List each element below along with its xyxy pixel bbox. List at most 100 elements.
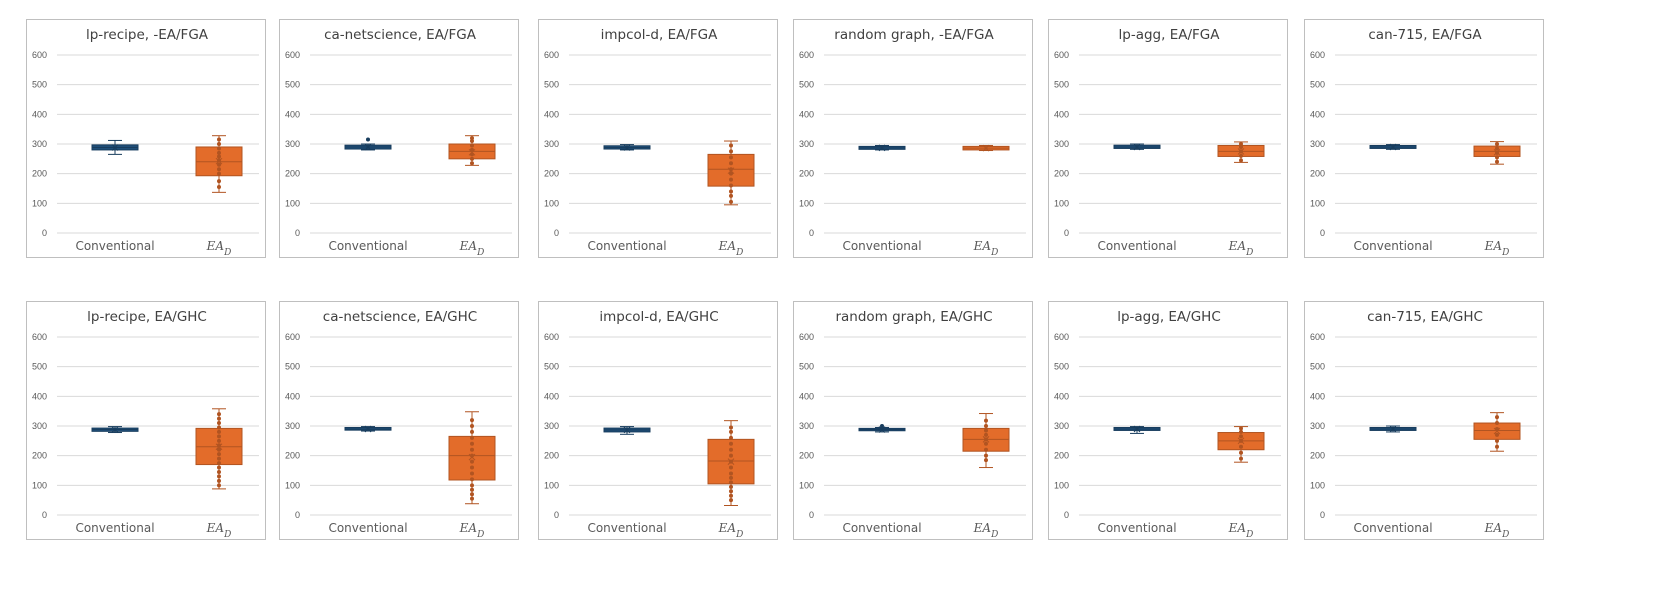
box-series (962, 144, 1010, 152)
y-tick-label: 400 (1310, 109, 1325, 119)
data-point (729, 465, 733, 470)
box-series (1473, 412, 1521, 452)
data-point (470, 477, 474, 482)
data-point (1239, 429, 1243, 434)
chart-panel: can-715, EA/GHC 0 100 200 300 400 500 600 Conven… (1304, 301, 1544, 540)
y-tick-label: 200 (1310, 169, 1325, 179)
data-point (470, 492, 474, 497)
data-point (1239, 456, 1243, 461)
box-series (603, 144, 651, 151)
box-plot: ca-netscience, EA/FGA 0 100 200 300 400 500 600… (285, 27, 512, 258)
y-tick-label: 100 (799, 480, 814, 490)
data-point (729, 480, 733, 485)
data-point (984, 458, 988, 463)
y-tick-label: 300 (544, 139, 559, 149)
box-series (603, 426, 651, 435)
mean-marker (364, 143, 372, 151)
data-point (984, 418, 988, 423)
chart-title: impcol-d, EA/GHC (599, 309, 718, 325)
y-tick-label: 600 (285, 332, 300, 342)
box-series (858, 424, 906, 433)
data-point (984, 441, 988, 446)
box-series (195, 135, 243, 193)
data-point (217, 150, 221, 155)
data-point (217, 438, 221, 443)
data-point (217, 452, 221, 457)
data-point (984, 437, 988, 442)
y-tick-label: 300 (1054, 421, 1069, 431)
x-category-label: Conventional (1353, 521, 1432, 535)
data-point (1239, 153, 1243, 158)
chart-title: random graph, EA/GHC (835, 309, 992, 325)
data-point (217, 158, 221, 163)
box-plot: lp-recipe, -EA/FGA 0 100 200 300 400 500 600 Con… (32, 27, 259, 258)
mean-marker (1389, 425, 1397, 433)
data-point (729, 435, 733, 440)
data-point (217, 171, 221, 176)
mean-marker (1133, 425, 1141, 433)
x-category-label: Conventional (587, 239, 666, 253)
y-tick-label: 200 (1054, 169, 1069, 179)
y-tick-label: 200 (799, 169, 814, 179)
data-point (470, 487, 474, 492)
data-point (470, 496, 474, 501)
mean-marker (364, 425, 372, 433)
chart-panel: impcol-d, EA/GHC 0 100 200 300 400 500 600 Conve… (538, 301, 778, 540)
chart-panel: random graph, -EA/FGA 0 100 200 300 400 500 600… (793, 19, 1033, 258)
box-series (707, 140, 755, 206)
data-point (729, 425, 733, 430)
data-point (984, 447, 988, 452)
x-category-label: EAD (459, 239, 485, 258)
y-tick-label: 200 (1310, 451, 1325, 461)
chart-panel: lp-agg, EA/GHC 0 100 200 300 400 500 600 Convent… (1048, 301, 1288, 540)
y-tick-label: 300 (1310, 139, 1325, 149)
y-tick-label: 300 (32, 421, 47, 431)
data-point (984, 428, 988, 433)
box-series (1369, 425, 1417, 433)
mean-marker (111, 426, 119, 433)
data-point (470, 483, 474, 488)
y-tick-label: 0 (1320, 510, 1325, 520)
box-plot: can-715, EA/FGA 0 100 200 300 400 500 600 Conven… (1310, 27, 1537, 258)
y-tick-label: 100 (285, 480, 300, 490)
y-tick-label: 0 (1064, 510, 1069, 520)
y-tick-label: 500 (285, 80, 300, 90)
y-tick-label: 600 (32, 50, 47, 60)
box-series (91, 139, 139, 155)
box-series (91, 426, 139, 434)
x-category-label: EAD (1228, 521, 1254, 540)
mean-marker (623, 144, 631, 151)
data-point (470, 143, 474, 148)
data-point (217, 146, 221, 151)
data-point (1495, 159, 1499, 164)
data-point (729, 161, 733, 166)
data-point (1239, 450, 1243, 455)
box-series (1113, 143, 1161, 151)
box-plot: random graph, EA/GHC 0 100 200 300 400 500 600 C… (799, 309, 1026, 540)
box-series (1369, 143, 1417, 151)
y-tick-label: 500 (1310, 80, 1325, 90)
y-tick-label: 400 (799, 109, 814, 119)
chart-title: can-715, EA/GHC (1367, 309, 1483, 325)
chart-panel: ca-netscience, EA/FGA 0 100 200 300 400 500 600… (279, 19, 519, 258)
data-point (217, 429, 221, 434)
data-point (217, 483, 221, 488)
y-tick-label: 300 (285, 139, 300, 149)
y-tick-label: 500 (32, 80, 47, 90)
y-tick-label: 200 (1054, 451, 1069, 461)
y-tick-label: 100 (1054, 198, 1069, 208)
data-point (217, 443, 221, 448)
y-tick-label: 0 (554, 228, 559, 238)
y-tick-label: 400 (1054, 109, 1069, 119)
y-tick-label: 600 (285, 50, 300, 60)
y-tick-label: 500 (544, 80, 559, 90)
box-plot: lp-agg, EA/GHC 0 100 200 300 400 500 600 Convent… (1054, 309, 1281, 540)
box-series (1473, 141, 1521, 165)
x-category-label: Conventional (328, 239, 407, 253)
box-plot: lp-recipe, EA/GHC 0 100 200 300 400 500 600 Conv… (32, 309, 259, 540)
data-point (1239, 158, 1243, 163)
data-point (217, 461, 221, 466)
chart-panel: lp-recipe, -EA/FGA 0 100 200 300 400 500 600 Con… (26, 19, 266, 258)
data-point (217, 421, 221, 426)
y-tick-label: 300 (544, 421, 559, 431)
